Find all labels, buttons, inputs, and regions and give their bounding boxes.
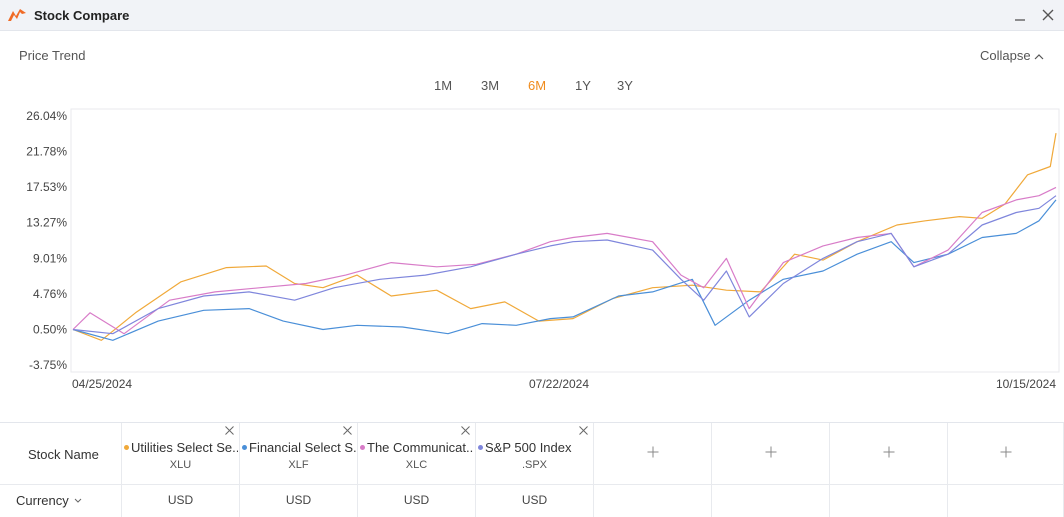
stock-column-header[interactable]: The Communicat... XLC bbox=[358, 423, 476, 485]
close-icon[interactable] bbox=[1038, 5, 1058, 25]
series-color-dot bbox=[478, 445, 483, 451]
add-stock-icon[interactable] bbox=[1000, 446, 1012, 458]
x-tick-label: 10/15/2024 bbox=[996, 377, 1056, 391]
currency-value: USD bbox=[521, 493, 548, 507]
x-tick-label: 07/22/2024 bbox=[529, 377, 589, 391]
stock-name-label: Stock Name bbox=[28, 447, 99, 462]
y-tick-label: 9.01% bbox=[33, 251, 67, 265]
stock-column-header[interactable]: Financial Select S... XLF bbox=[240, 423, 358, 485]
add-stock-slot[interactable] bbox=[948, 423, 1064, 485]
currency-value: USD bbox=[167, 493, 194, 507]
currency-value: USD bbox=[285, 493, 312, 507]
currency-label: Currency bbox=[16, 493, 69, 508]
series-color-dot bbox=[360, 445, 365, 451]
stock-name: The Communicat... bbox=[360, 440, 474, 455]
series-line-the-communication-services-select-sector-spdr[interactable] bbox=[72, 186, 1057, 335]
y-tick-label: 21.78% bbox=[26, 145, 67, 159]
remove-stock-icon[interactable] bbox=[578, 425, 589, 436]
currency-cell: USD bbox=[240, 485, 358, 517]
title-bar: Stock Compare bbox=[0, 0, 1064, 31]
remove-stock-icon[interactable] bbox=[342, 425, 353, 436]
app-logo-icon bbox=[8, 9, 26, 21]
series-color-dot bbox=[124, 445, 129, 451]
y-tick-label: 4.76% bbox=[33, 287, 67, 301]
y-tick-label: 17.53% bbox=[26, 180, 67, 194]
collapse-button[interactable]: Collapse bbox=[980, 48, 1044, 63]
add-stock-icon[interactable] bbox=[647, 446, 659, 458]
price-trend-chart: 26.04% 21.78% 17.53% 13.27% 9.01% 4.76% 0.50% -… bbox=[26, 108, 1060, 391]
stock-name-text: S&P 500 Index bbox=[485, 440, 572, 455]
tab-1m[interactable]: 1M bbox=[434, 78, 453, 93]
currency-cell: USD bbox=[358, 485, 476, 517]
remove-stock-icon[interactable] bbox=[460, 425, 471, 436]
tab-3m[interactable]: 3M bbox=[481, 78, 500, 93]
add-stock-icon[interactable] bbox=[883, 446, 895, 458]
y-tick-label: 26.04% bbox=[26, 109, 67, 123]
stock-column-header[interactable]: Utilities Select Se... XLU bbox=[122, 423, 240, 485]
chevron-down-icon bbox=[74, 498, 82, 503]
tab-1y[interactable]: 1Y bbox=[575, 78, 591, 93]
chevron-up-icon bbox=[1034, 53, 1044, 59]
stock-name: Financial Select S... bbox=[242, 440, 356, 455]
series-line-s-p-500-index[interactable] bbox=[72, 195, 1057, 335]
stock-name: Utilities Select Se... bbox=[124, 440, 238, 455]
series-color-dot bbox=[242, 445, 247, 451]
comparison-table: Stock Name Currency Utilities Select Se.… bbox=[0, 422, 1064, 517]
stock-ticker: XLF bbox=[288, 459, 309, 471]
currency-cell-empty bbox=[594, 485, 712, 517]
currency-cell-empty bbox=[712, 485, 830, 517]
stock-ticker: XLC bbox=[405, 459, 428, 471]
x-tick-label: 04/25/2024 bbox=[72, 377, 132, 391]
tab-3y[interactable]: 3Y bbox=[617, 78, 633, 93]
y-tick-label: 0.50% bbox=[33, 322, 67, 336]
add-stock-slot[interactable] bbox=[830, 423, 948, 485]
currency-header[interactable]: Currency bbox=[0, 485, 122, 517]
stock-name-text: Financial Select S... bbox=[249, 440, 356, 455]
stock-ticker: XLU bbox=[169, 459, 192, 471]
stock-name: S&P 500 Index bbox=[478, 440, 592, 455]
currency-value: USD bbox=[403, 493, 430, 507]
minimize-icon[interactable] bbox=[1010, 5, 1030, 25]
series-line-financial-select-sector-spdr[interactable] bbox=[72, 199, 1057, 341]
stock-name-text: Utilities Select Se... bbox=[131, 440, 238, 455]
currency-cell-empty bbox=[830, 485, 948, 517]
y-tick-label: 13.27% bbox=[26, 216, 67, 230]
currency-cell: USD bbox=[476, 485, 594, 517]
add-stock-slot[interactable] bbox=[594, 423, 712, 485]
y-tick-label: -3.75% bbox=[29, 358, 67, 372]
currency-cell: USD bbox=[122, 485, 240, 517]
stock-column-header[interactable]: S&P 500 Index .SPX bbox=[476, 423, 594, 485]
currency-cell-empty bbox=[948, 485, 1064, 517]
stock-ticker: .SPX bbox=[521, 459, 548, 471]
remove-stock-icon[interactable] bbox=[224, 425, 235, 436]
tab-6m[interactable]: 6M bbox=[528, 78, 547, 93]
stock-name-header: Stock Name bbox=[0, 423, 122, 485]
add-stock-icon[interactable] bbox=[765, 446, 777, 458]
add-stock-slot[interactable] bbox=[712, 423, 830, 485]
window-title: Stock Compare bbox=[34, 8, 130, 23]
section-title: Price Trend bbox=[19, 48, 86, 63]
chart-plot-area bbox=[70, 108, 1060, 373]
stock-name-text: The Communicat... bbox=[367, 440, 474, 455]
collapse-label: Collapse bbox=[980, 48, 1031, 63]
